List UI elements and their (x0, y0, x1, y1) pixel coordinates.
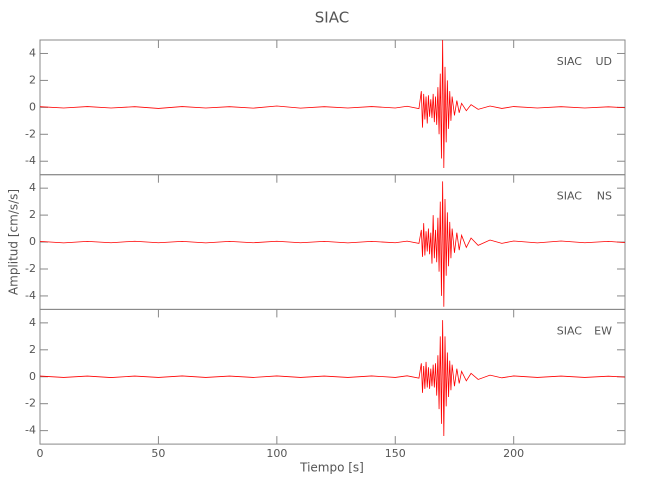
y-tick-label: 4 (29, 46, 36, 59)
panel-component: UD (595, 55, 612, 68)
y-tick-label: -4 (25, 289, 36, 302)
y-tick-label: 4 (29, 316, 36, 329)
y-tick-label: 0 (29, 370, 36, 383)
panel-component: EW (594, 324, 612, 337)
chart-title: SIAC (315, 9, 349, 27)
y-tick-label: -2 (25, 397, 36, 410)
waveform (39, 39, 626, 168)
x-tick-label: 100 (266, 447, 287, 460)
y-tick-label: 2 (29, 208, 36, 221)
y-tick-label: -2 (25, 127, 36, 140)
panel-component: NS (597, 190, 612, 203)
waveform (39, 320, 626, 437)
y-tick-label: 0 (29, 100, 36, 113)
y-tick-label: -2 (25, 262, 36, 275)
x-axis-label: Tiempo [s] (299, 461, 364, 475)
panel-station: SIAC (557, 55, 583, 68)
y-tick-label: 4 (29, 181, 36, 194)
x-tick-label: 200 (503, 447, 524, 460)
x-tick-label: 0 (37, 447, 44, 460)
y-tick-label: 2 (29, 73, 36, 86)
panel-station: SIAC (557, 190, 583, 203)
waveform (39, 181, 626, 307)
y-axis-label: Amplitud [cm/s/s] (7, 189, 21, 295)
panel-station: SIAC (557, 324, 583, 337)
x-tick-label: 50 (151, 447, 165, 460)
y-tick-label: -4 (25, 154, 36, 167)
x-tick-label: 150 (385, 447, 406, 460)
y-tick-label: 0 (29, 235, 36, 248)
y-tick-label: 2 (29, 343, 36, 356)
y-tick-label: -4 (25, 424, 36, 437)
